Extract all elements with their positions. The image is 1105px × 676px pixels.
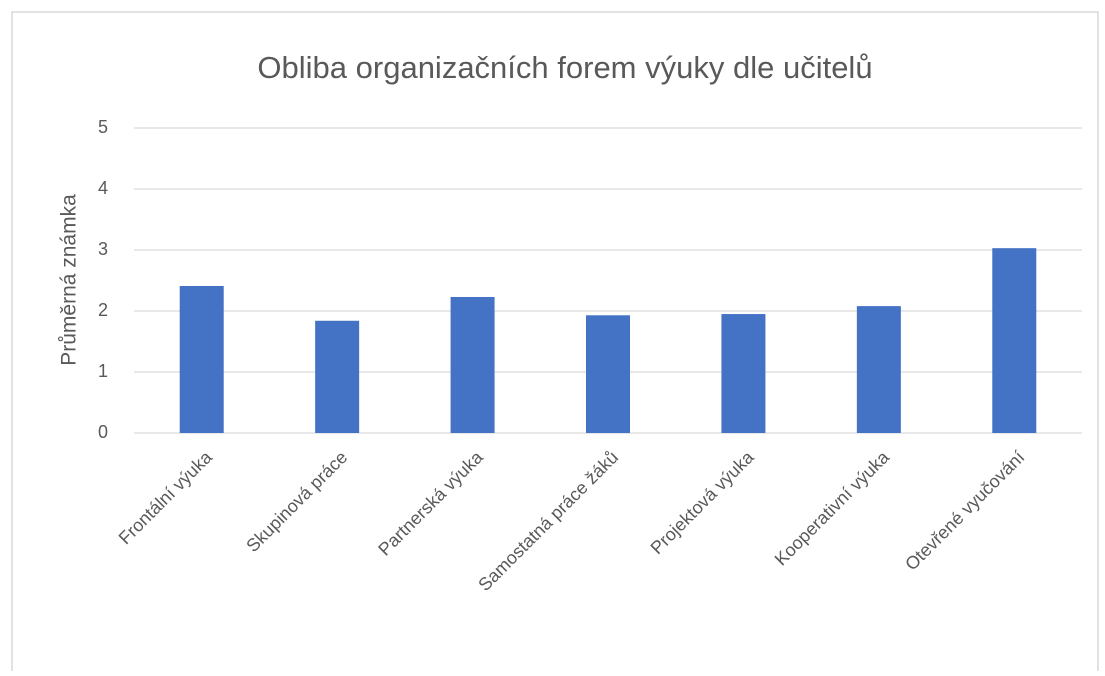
y-axis-label: Průměrná známka [58,194,81,366]
bar [721,314,766,433]
bar [856,306,901,433]
bar [992,248,1037,433]
chart-frame [11,11,1099,676]
y-tick-label: 0 [98,422,108,442]
y-tick-label: 2 [98,300,108,320]
y-tick-label: 1 [98,361,108,381]
chart-title: Obliba organizačních forem výuky dle uči… [257,50,872,85]
bar [586,315,630,433]
bar [315,320,360,433]
y-tick-label: 3 [98,239,108,259]
y-tick-label: 5 [98,117,108,137]
y-tick-label: 4 [98,178,108,198]
bar [450,296,495,433]
bar [179,285,224,433]
